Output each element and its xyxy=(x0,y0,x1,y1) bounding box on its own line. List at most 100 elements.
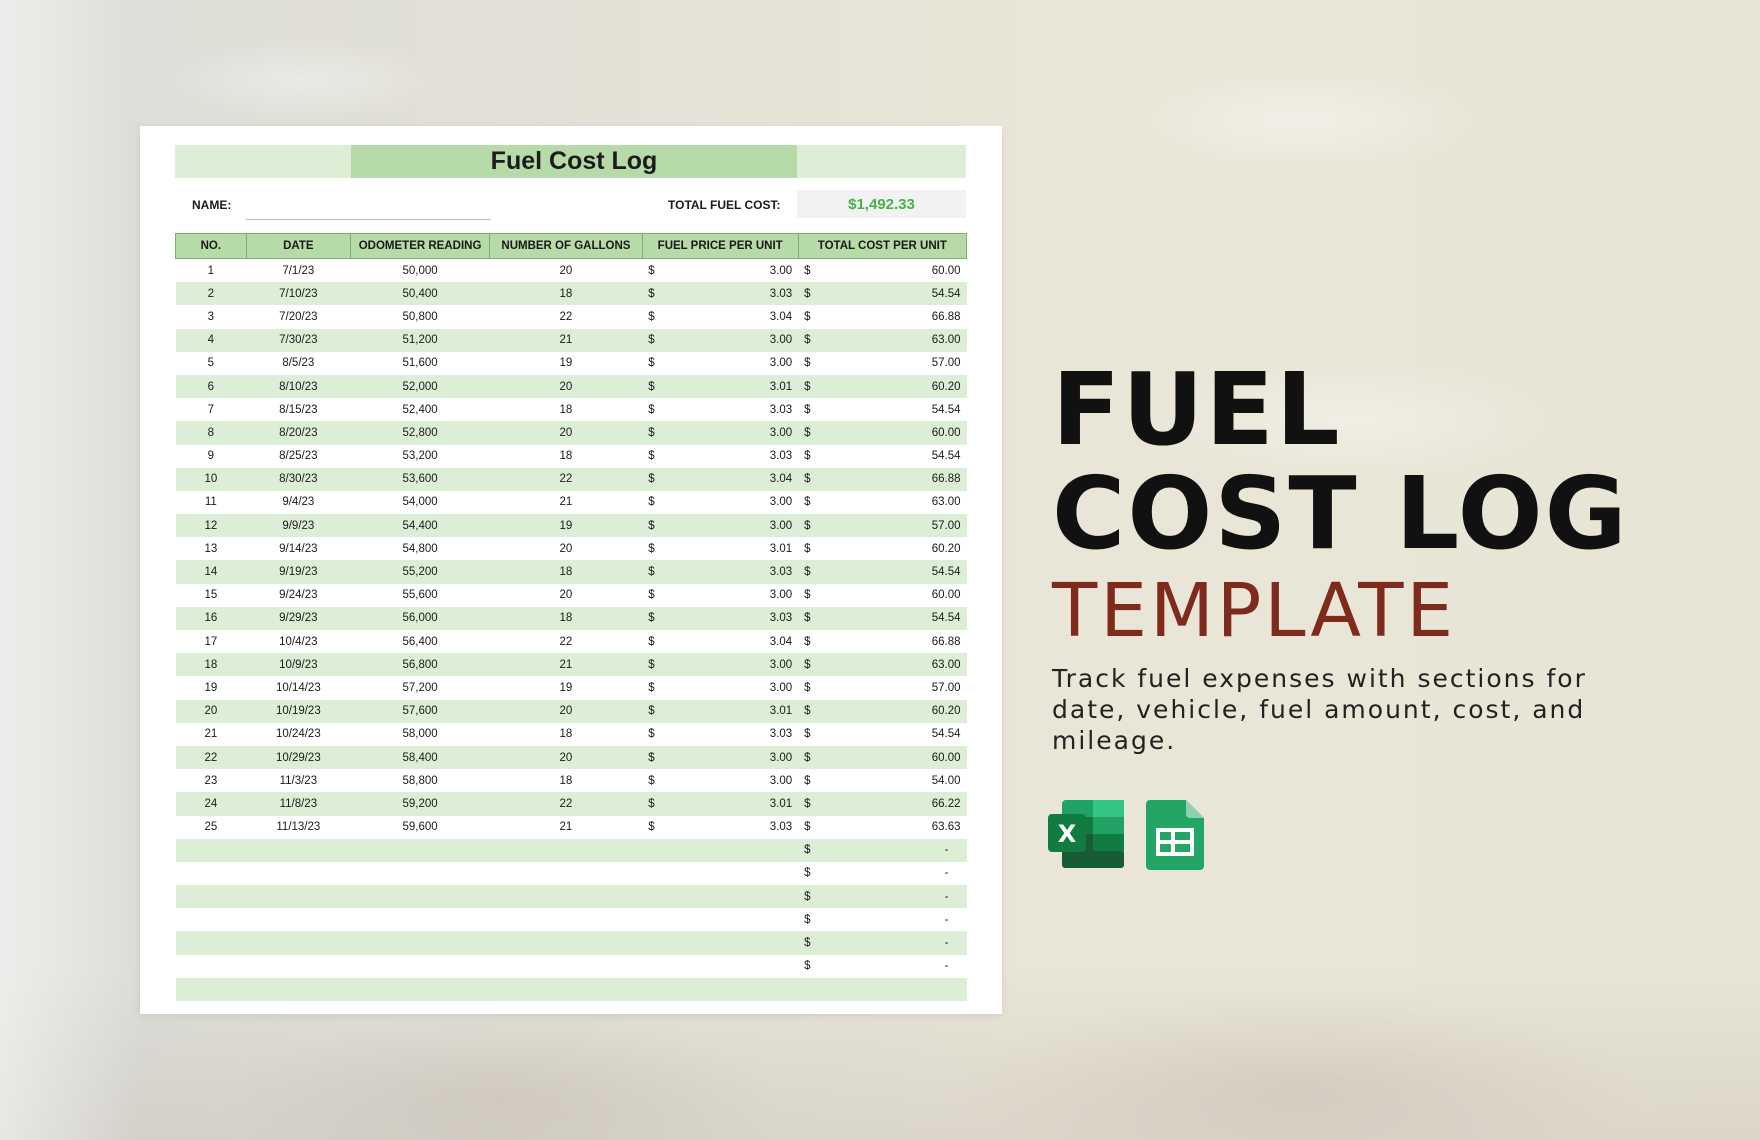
cell-gallons[interactable]: 19 xyxy=(489,351,643,375)
cell-date[interactable]: 10/9/23 xyxy=(246,653,351,677)
cell-empty[interactable] xyxy=(642,977,799,1001)
cell-date[interactable]: 10/24/23 xyxy=(246,722,351,746)
cell-no[interactable]: 20 xyxy=(175,699,247,723)
cell-empty[interactable] xyxy=(642,931,799,955)
cell-total[interactable]: $57.00 xyxy=(798,351,967,375)
cell-no[interactable]: 13 xyxy=(175,537,247,561)
cell-no[interactable]: 16 xyxy=(175,606,247,630)
cell-odometer[interactable]: 54,000 xyxy=(350,490,490,515)
cell-total[interactable]: $63.00 xyxy=(798,653,967,677)
cell-odometer[interactable]: 53,200 xyxy=(350,444,490,468)
cell-price[interactable]: $3.04 xyxy=(642,630,799,654)
cell-no[interactable]: 11 xyxy=(175,490,247,515)
cell-empty[interactable] xyxy=(642,885,799,909)
cell-total[interactable]: $60.20 xyxy=(798,374,967,399)
cell-price[interactable]: $3.03 xyxy=(642,815,799,839)
cell-gallons[interactable]: 22 xyxy=(489,792,643,816)
cell-total[interactable]: $63.00 xyxy=(798,490,967,515)
cell-total[interactable]: $60.00 xyxy=(798,745,967,770)
cell-total[interactable]: $57.00 xyxy=(798,514,967,538)
cell-odometer[interactable]: 58,000 xyxy=(350,722,490,746)
cell-date[interactable]: 9/4/23 xyxy=(246,490,351,515)
cell-date[interactable]: 9/9/23 xyxy=(246,514,351,538)
cell-odometer[interactable]: 55,200 xyxy=(350,560,490,584)
cell-price[interactable]: $3.01 xyxy=(642,537,799,561)
cell-odometer[interactable]: 56,000 xyxy=(350,606,490,630)
cell-date[interactable]: 11/8/23 xyxy=(246,792,351,816)
cell-no[interactable]: 14 xyxy=(175,560,247,584)
cell-price[interactable]: $3.01 xyxy=(642,374,799,399)
cell-total[interactable]: $66.88 xyxy=(798,467,967,491)
cell-gallons[interactable]: 18 xyxy=(489,722,643,746)
cell-no[interactable]: 6 xyxy=(175,374,247,399)
cell-total[interactable]: $ - xyxy=(798,861,967,886)
cell-gallons[interactable]: 21 xyxy=(489,653,643,677)
cell-date[interactable]: 10/29/23 xyxy=(246,745,351,770)
cell-no[interactable]: 10 xyxy=(175,467,247,491)
cell-date[interactable]: 10/19/23 xyxy=(246,699,351,723)
cell-price[interactable]: $3.04 xyxy=(642,305,799,329)
cell-price[interactable]: $3.00 xyxy=(642,769,799,793)
cell-empty[interactable] xyxy=(489,931,643,955)
cell-empty[interactable] xyxy=(175,908,247,932)
cell-no[interactable]: 2 xyxy=(175,282,247,306)
cell-price[interactable]: $3.00 xyxy=(642,328,799,352)
cell-total[interactable]: $60.00 xyxy=(798,258,967,283)
cell-empty[interactable] xyxy=(489,838,643,862)
cell-total[interactable]: $54.54 xyxy=(798,560,967,584)
cell-price[interactable]: $3.01 xyxy=(642,792,799,816)
cell-date[interactable]: 7/1/23 xyxy=(246,258,351,283)
cell-gallons[interactable]: 19 xyxy=(489,676,643,700)
cell-total[interactable]: $ - xyxy=(798,885,967,909)
cell-no[interactable]: 3 xyxy=(175,305,247,329)
cell-empty[interactable] xyxy=(246,954,351,978)
cell-total[interactable]: $54.54 xyxy=(798,722,967,746)
cell-no[interactable]: 25 xyxy=(175,815,247,839)
cell-odometer[interactable]: 51,600 xyxy=(350,351,490,375)
cell-price[interactable]: $3.00 xyxy=(642,745,799,770)
cell-empty[interactable] xyxy=(175,861,247,886)
cell-odometer[interactable]: 59,600 xyxy=(350,815,490,839)
cell-total[interactable]: $ - xyxy=(798,908,967,932)
cell-gallons[interactable]: 20 xyxy=(489,374,643,399)
cell-empty[interactable] xyxy=(642,954,799,978)
cell-no[interactable]: 24 xyxy=(175,792,247,816)
cell-total[interactable]: $66.22 xyxy=(798,792,967,816)
cell-price[interactable]: $3.03 xyxy=(642,282,799,306)
cell-empty[interactable] xyxy=(350,977,490,1001)
cell-odometer[interactable]: 58,400 xyxy=(350,745,490,770)
cell-gallons[interactable]: 20 xyxy=(489,537,643,561)
cell-date[interactable]: 7/10/23 xyxy=(246,282,351,306)
cell-gallons[interactable]: 20 xyxy=(489,421,643,445)
cell-odometer[interactable]: 53,600 xyxy=(350,467,490,491)
cell-price[interactable]: $3.03 xyxy=(642,606,799,630)
cell-date[interactable]: 8/5/23 xyxy=(246,351,351,375)
cell-gallons[interactable]: 20 xyxy=(489,583,643,607)
cell-total[interactable]: $54.54 xyxy=(798,444,967,468)
cell-total[interactable]: $54.00 xyxy=(798,769,967,793)
cell-total[interactable]: $ - xyxy=(798,931,967,955)
cell-total[interactable]: $63.63 xyxy=(798,815,967,839)
cell-odometer[interactable]: 51,200 xyxy=(350,328,490,352)
cell-empty[interactable] xyxy=(350,931,490,955)
cell-empty[interactable] xyxy=(246,977,351,1001)
cell-odometer[interactable]: 54,800 xyxy=(350,537,490,561)
cell-gallons[interactable]: 22 xyxy=(489,467,643,491)
cell-total[interactable]: $60.20 xyxy=(798,699,967,723)
cell-price[interactable]: $3.00 xyxy=(642,514,799,538)
cell-empty[interactable] xyxy=(489,977,643,1001)
cell-no[interactable]: 23 xyxy=(175,769,247,793)
cell-total[interactable]: $63.00 xyxy=(798,328,967,352)
cell-date[interactable]: 10/4/23 xyxy=(246,630,351,654)
cell-odometer[interactable]: 58,800 xyxy=(350,769,490,793)
cell-odometer[interactable]: 52,800 xyxy=(350,421,490,445)
cell-total[interactable]: $60.00 xyxy=(798,421,967,445)
cell-empty[interactable] xyxy=(175,977,247,1001)
cell-gallons[interactable]: 22 xyxy=(489,305,643,329)
cell-empty[interactable] xyxy=(798,977,967,1001)
cell-empty[interactable] xyxy=(246,908,351,932)
cell-gallons[interactable]: 21 xyxy=(489,328,643,352)
cell-empty[interactable] xyxy=(642,861,799,886)
cell-date[interactable]: 7/20/23 xyxy=(246,305,351,329)
cell-empty[interactable] xyxy=(350,908,490,932)
